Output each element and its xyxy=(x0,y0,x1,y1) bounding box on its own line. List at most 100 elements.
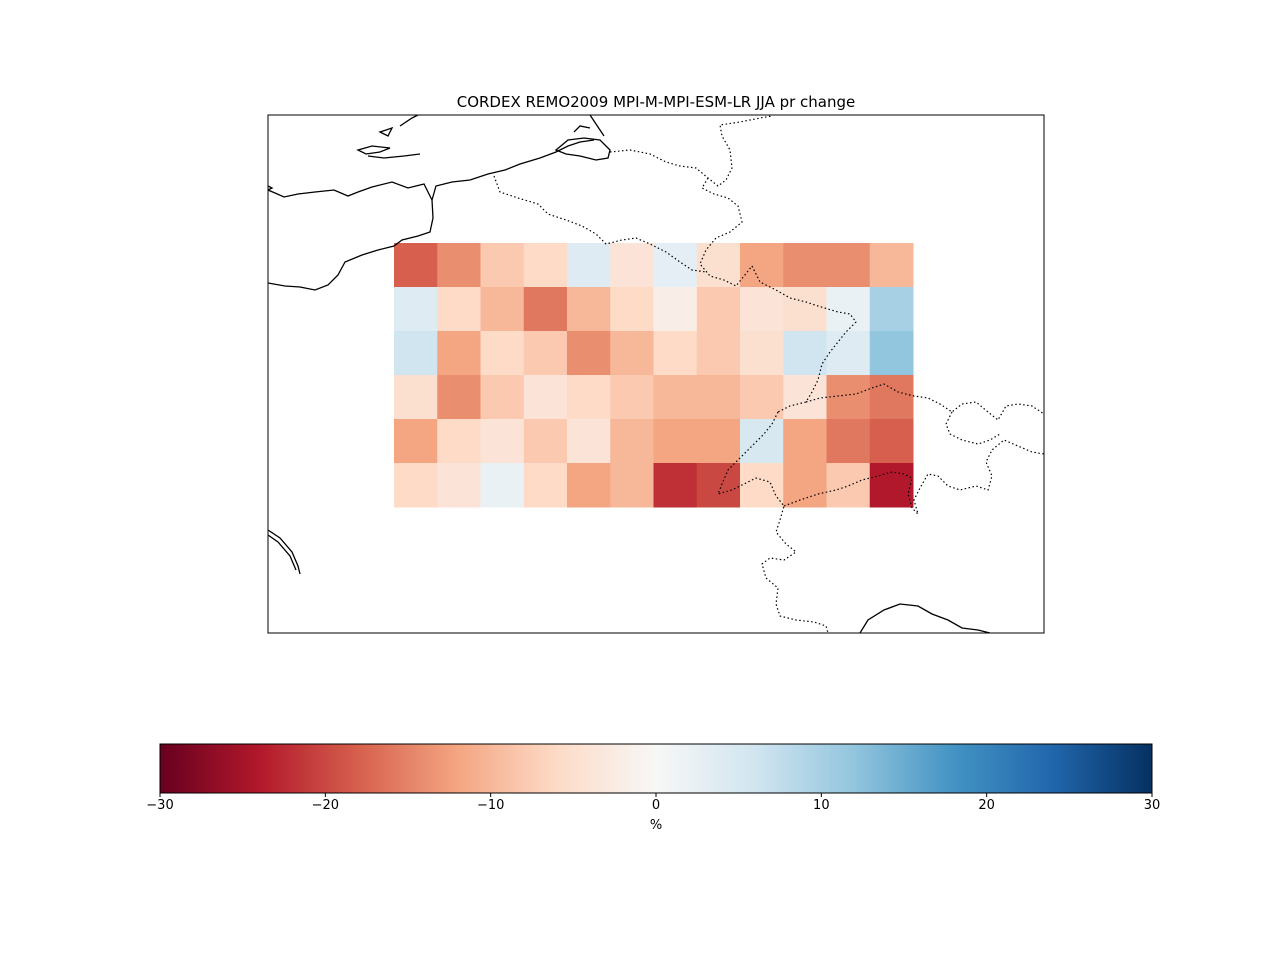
field-cell xyxy=(394,287,438,332)
field-cell xyxy=(653,463,698,508)
precipitation-change-field xyxy=(394,243,914,508)
borders xyxy=(493,115,1044,633)
field-cell xyxy=(567,243,611,288)
field-cell xyxy=(869,419,914,464)
field-cell xyxy=(826,419,871,464)
coastlines xyxy=(268,115,991,633)
border-switzerland-italy xyxy=(783,439,1044,517)
field-cell xyxy=(437,375,481,420)
coastline-netherlands-islands xyxy=(554,137,611,161)
field-cell xyxy=(826,463,871,508)
field-cell xyxy=(480,243,525,288)
field-cell xyxy=(437,243,481,288)
field-cell xyxy=(610,331,654,376)
field-cell xyxy=(394,419,438,464)
field-cell xyxy=(696,243,741,288)
field-cell xyxy=(480,331,525,376)
field-cell xyxy=(437,331,481,376)
field-cell xyxy=(394,331,438,376)
coastline-england xyxy=(268,115,421,191)
field-cell xyxy=(740,287,784,332)
field-cell xyxy=(740,463,784,508)
colorbar-tick-label: −20 xyxy=(312,798,339,813)
field-cell xyxy=(653,419,698,464)
field-cell xyxy=(869,463,914,508)
field-cell xyxy=(869,331,914,376)
field-cell xyxy=(783,375,827,420)
field-cell xyxy=(610,287,654,332)
coastline-france-west xyxy=(268,529,301,575)
field-cell xyxy=(653,331,698,376)
field-cell xyxy=(783,419,827,464)
colorbar-ticks: −30 −20 −10 0 10 20 30 xyxy=(146,793,1160,813)
field-cell xyxy=(567,287,611,332)
field-cell xyxy=(653,375,698,420)
colorbar-tick-label: 20 xyxy=(978,798,995,813)
field-cell xyxy=(480,375,525,420)
field-cell xyxy=(653,243,698,288)
field-cell xyxy=(696,375,741,420)
field-cell xyxy=(567,375,611,420)
field-cell xyxy=(696,331,741,376)
colorbar-tick-label: 10 xyxy=(813,798,830,813)
field-cell xyxy=(783,463,827,508)
border-belgium-netherlands xyxy=(609,115,773,187)
field-cell xyxy=(740,243,784,288)
coastline-estuary xyxy=(573,115,605,137)
field-cell xyxy=(480,419,525,464)
colorbar-tick-label: −30 xyxy=(146,798,173,813)
field-cell xyxy=(523,463,568,508)
field-cell xyxy=(869,243,914,288)
field-cell xyxy=(610,419,654,464)
colorbar: −30 −20 −10 0 10 20 30 % xyxy=(146,743,1160,833)
colorbar-label: % xyxy=(650,818,662,833)
field-cell xyxy=(523,375,568,420)
field-cell xyxy=(783,331,827,376)
field-cell xyxy=(740,419,784,464)
field-cell xyxy=(523,287,568,332)
field-cell xyxy=(394,375,438,420)
field-cell xyxy=(567,463,611,508)
field-cell xyxy=(696,419,741,464)
field-cell xyxy=(437,287,481,332)
coastline-france-north xyxy=(268,181,434,291)
field-cell xyxy=(437,463,481,508)
colorbar-gradient xyxy=(159,743,1153,794)
field-cell xyxy=(523,243,568,288)
map-frame xyxy=(267,114,1045,634)
field-cell xyxy=(740,375,784,420)
field-cell xyxy=(610,463,654,508)
field-cell xyxy=(523,331,568,376)
map-panel xyxy=(267,114,1045,634)
field-cell xyxy=(480,287,525,332)
field-cell xyxy=(826,331,871,376)
field-cell xyxy=(826,375,871,420)
field-cell xyxy=(610,375,654,420)
field-cell xyxy=(523,419,568,464)
field-cell xyxy=(869,375,914,420)
border-france-germany xyxy=(751,265,857,413)
coastline-mediterranean xyxy=(859,603,991,633)
coastline-north-sea xyxy=(431,139,595,201)
map-title: CORDEX REMO2009 MPI-M-MPI-ESM-LR JJA pr … xyxy=(457,93,856,111)
field-cell xyxy=(394,463,438,508)
field-cell xyxy=(567,419,611,464)
field-cell xyxy=(653,287,698,332)
field-cell xyxy=(826,287,871,332)
field-cell xyxy=(869,287,914,332)
field-cell xyxy=(696,463,741,508)
field-cell xyxy=(696,287,741,332)
field-cell xyxy=(740,331,784,376)
field-cell xyxy=(394,243,438,288)
colorbar-tick-label: 0 xyxy=(652,798,660,813)
border-switzerland-austria xyxy=(945,411,1001,445)
field-cell xyxy=(783,243,827,288)
field-cell xyxy=(480,463,525,508)
colorbar-tick-label: −10 xyxy=(477,798,504,813)
field-cell xyxy=(826,243,871,288)
field-cell xyxy=(610,243,654,288)
field-cell xyxy=(783,287,827,332)
field-cell xyxy=(437,419,481,464)
field-cell xyxy=(567,331,611,376)
